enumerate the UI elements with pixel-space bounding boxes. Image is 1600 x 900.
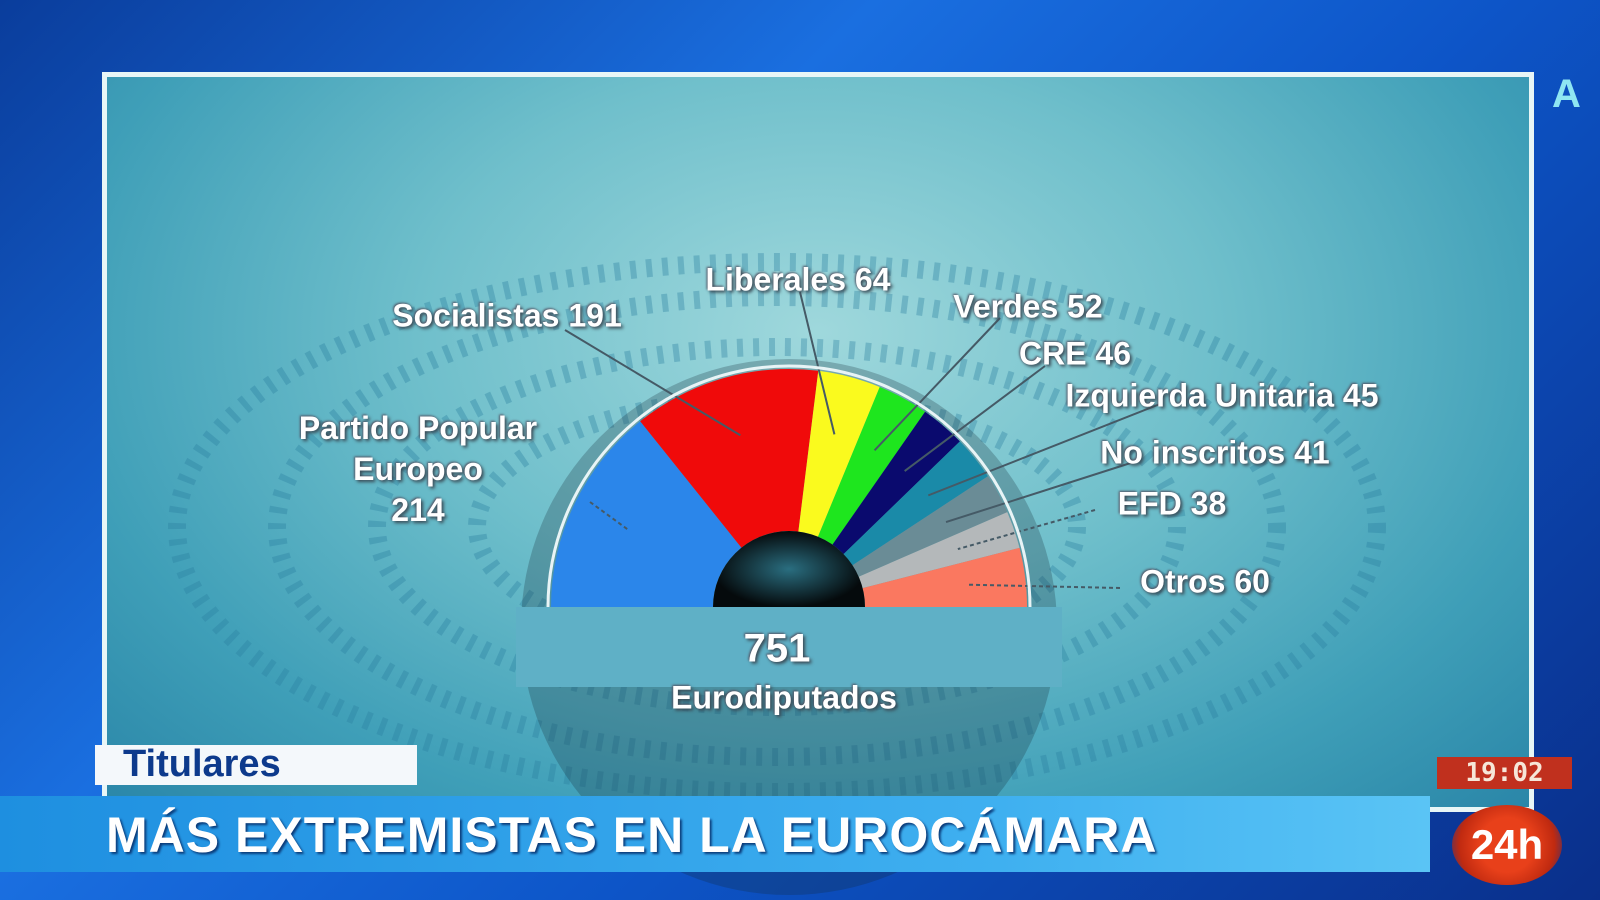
label-efd: EFD 38: [1117, 485, 1227, 522]
section-label: Titulares: [123, 743, 281, 785]
slice-efd: [858, 512, 1020, 589]
label-cre: CRE 46: [1018, 335, 1132, 372]
label-verdes: Verdes 52: [953, 288, 1103, 325]
leader-line: [873, 317, 1001, 452]
slice-cre: [832, 411, 960, 555]
clock: 19:02: [1437, 757, 1572, 789]
slice-socialistas: [640, 369, 819, 548]
label-socialistas: Socialistas 191: [392, 297, 622, 334]
headline-bar: MÁS EXTREMISTAS EN LA EUROCÁMARA: [0, 796, 1430, 872]
label-otros: Otros 60: [1140, 563, 1270, 600]
slice-otros: [862, 547, 1027, 607]
leader-line: [957, 509, 1096, 551]
section-tag: Titulares: [95, 743, 417, 785]
headline-text: MÁS EXTREMISTAS EN LA EUROCÁMARA: [106, 807, 1158, 863]
leader-line: [904, 365, 1046, 472]
leader-line: [927, 403, 1161, 497]
label-no-inscritos: No inscritos 41: [1100, 434, 1330, 471]
slice-izquierda-unitaria: [843, 441, 988, 566]
total-label: Eurodiputados: [671, 679, 897, 716]
leader-line: [966, 583, 1121, 589]
channel-logo: 24h: [1452, 805, 1562, 885]
label-line: Europeo: [353, 451, 483, 487]
parliament-background: [168, 253, 1386, 801]
label-liberales: Liberales 64: [705, 261, 891, 298]
total-value: 751: [743, 626, 811, 671]
chart-base: [516, 607, 1062, 687]
label-line: 214: [391, 492, 445, 528]
channel-corner-letter: A: [1552, 72, 1581, 116]
chart-rim: [546, 364, 1032, 608]
leader-line: [945, 459, 1141, 524]
label-line: Partido Popular: [298, 410, 538, 446]
slice-liberales: [798, 370, 880, 537]
leader-line: [799, 291, 836, 435]
slice-partido-popular-europeo: [551, 421, 742, 607]
slice-no-inscritos: [852, 476, 1008, 577]
label-izquierda-unitaria: Izquierda Unitaria 45: [1065, 377, 1379, 414]
label-partido-popular: Partido Popular Europeo 214: [299, 408, 537, 531]
graphic-frame: [102, 72, 1534, 812]
leader-line: [589, 501, 629, 531]
chart-center-hole: [713, 531, 865, 607]
leader-line: [564, 329, 741, 437]
